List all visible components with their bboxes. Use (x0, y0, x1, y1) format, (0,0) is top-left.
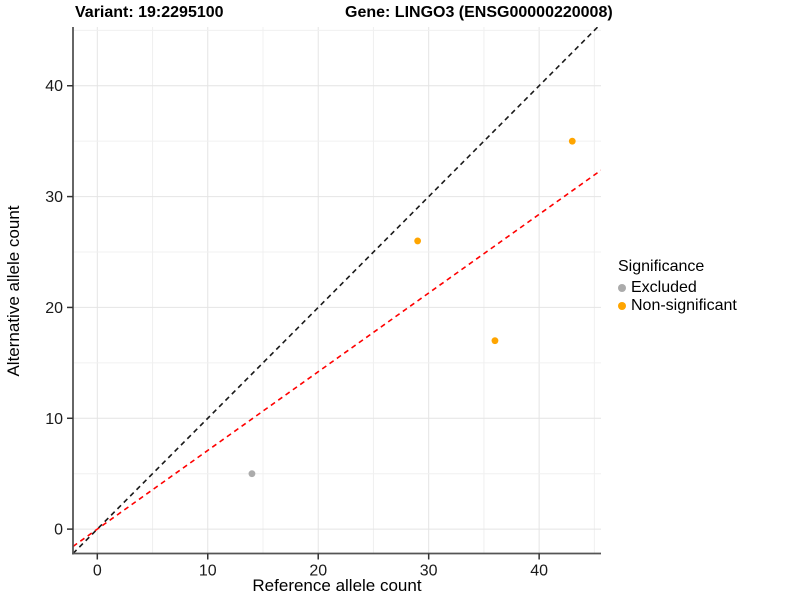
legend: Significance Excluded Non-significant (618, 258, 737, 315)
x-tick-label: 40 (530, 563, 548, 580)
x-axis-title: Reference allele count (252, 576, 422, 595)
data-point-non-significant (568, 137, 576, 145)
legend-title: Significance (618, 258, 705, 275)
y-axis-title: Alternative allele count (4, 205, 23, 377)
x-tick-label: 10 (199, 563, 217, 580)
data-point-non-significant (414, 237, 422, 245)
data-point-non-significant (491, 337, 499, 345)
y-tick-label: 40 (45, 78, 63, 95)
gene-title: Gene: LINGO3 (ENSG00000220008) (345, 4, 613, 21)
x-tick-label: 0 (93, 563, 102, 580)
legend-item-label: Non-significant (631, 297, 737, 314)
x-tick-label: 30 (420, 563, 438, 580)
non-significant-point-icon (618, 302, 626, 310)
y-tick-label: 20 (45, 300, 63, 317)
excluded-point-icon (618, 284, 626, 292)
x-tick-label: 20 (309, 563, 327, 580)
identity-line (73, 27, 599, 554)
expected-ratio-line (73, 169, 601, 548)
legend-item-non-significant: Non-significant (618, 297, 737, 315)
y-tick-label: 10 (45, 411, 63, 428)
data-point-excluded (248, 470, 256, 478)
legend-item-excluded: Excluded (618, 279, 737, 297)
y-tick-label: 30 (45, 189, 63, 206)
variant-title: Variant: 19:2295100 (75, 4, 224, 21)
y-tick-label: 0 (54, 522, 63, 539)
legend-item-label: Excluded (631, 279, 697, 296)
